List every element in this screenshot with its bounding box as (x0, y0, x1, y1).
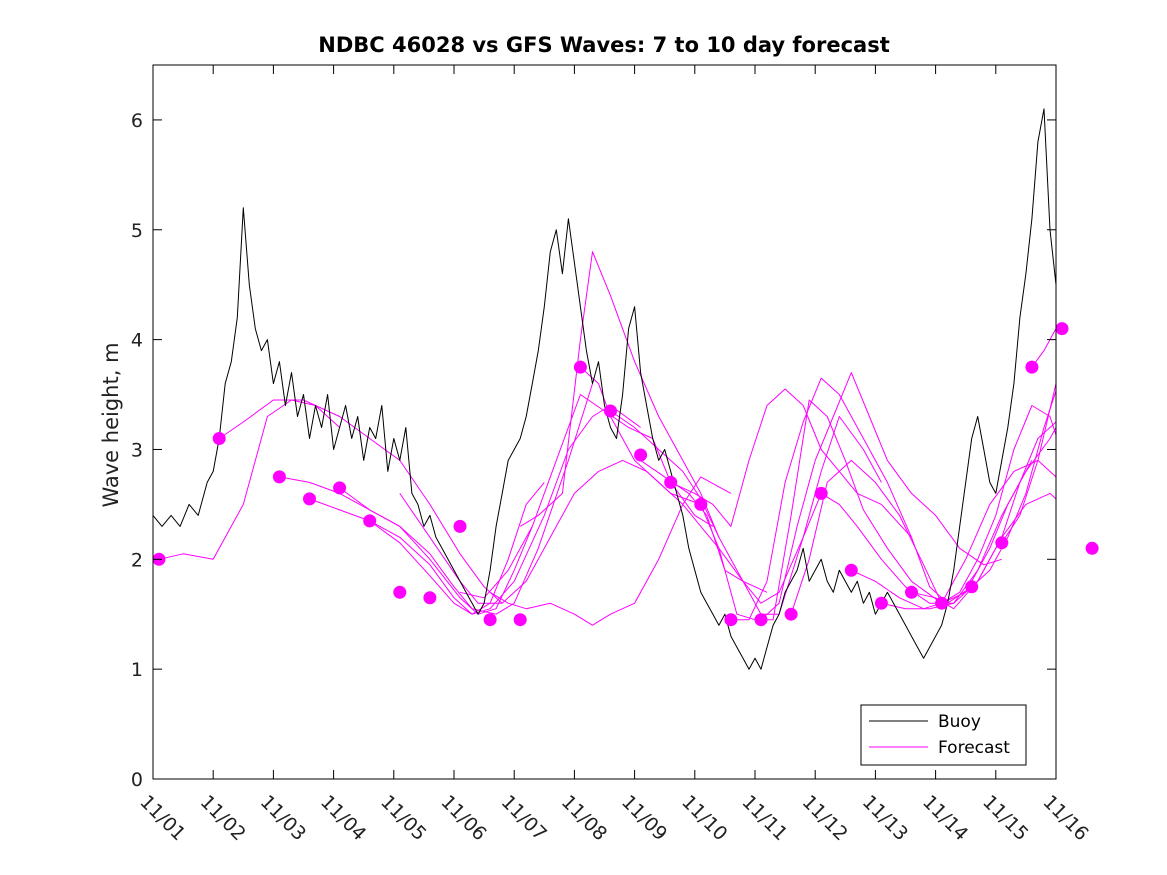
forecast-marker-3 (303, 492, 316, 506)
x-tick-label-10: 11/11 (737, 791, 791, 845)
y-axis-label: Wave height, m (99, 342, 123, 507)
forecast-series-line-5 (339, 383, 593, 615)
buoy-series-line (153, 108, 1056, 670)
legend-forecast-label: Forecast (938, 738, 1010, 758)
forecast-series-line-19 (820, 426, 1056, 604)
forecast-series-line-25 (1001, 381, 1056, 544)
axes-box (152, 64, 1057, 780)
forecast-series-line-20 (851, 459, 1056, 610)
forecast-marker-4 (333, 481, 347, 495)
x-tick-label-2: 11/03 (256, 791, 310, 845)
forecast-marker-18 (784, 607, 798, 621)
forecast-series-line-27 (1062, 329, 1077, 549)
x-tick-label-3: 11/04 (316, 791, 370, 845)
x-tick-label-13: 11/14 (918, 791, 972, 845)
plot-area (152, 108, 1099, 670)
y-tick-label-5: 5 (131, 220, 143, 242)
y-tick-label-4: 4 (131, 330, 143, 352)
forecast-marker-24 (965, 580, 979, 594)
forecast-marker-13 (634, 448, 648, 462)
forecast-series-line-17 (760, 372, 1002, 621)
forecast-marker-10 (513, 613, 527, 627)
forecast-marker-19 (814, 486, 828, 500)
x-tick-label-9: 11/10 (677, 791, 731, 845)
forecast-marker-8 (453, 519, 467, 533)
forecast-series-line-10 (519, 251, 720, 538)
y-tick-label-0: 0 (131, 769, 143, 791)
forecast-series-line-26 (1031, 328, 1056, 368)
forecast-series-line-13 (640, 416, 882, 604)
forecast-marker-12 (604, 404, 617, 418)
forecast-series-line-16 (730, 377, 972, 621)
forecast-marker-5 (363, 514, 377, 528)
forecast-series-line-22 (911, 421, 1056, 610)
forecast-marker-28 (1085, 541, 1099, 555)
x-tick-label-12: 11/13 (858, 791, 912, 845)
chart-title: NDBC 46028 vs GFS Waves: 7 to 10 day for… (318, 33, 889, 57)
forecast-series-line-23 (941, 405, 1056, 604)
legend-buoy-label: Buoy (938, 712, 981, 732)
forecast-marker-26 (1025, 360, 1039, 374)
forecast-series-line-1 (158, 399, 340, 560)
x-tick-label-1: 11/02 (196, 791, 250, 845)
forecast-marker-15 (694, 497, 708, 511)
x-tick-label-8: 11/09 (617, 791, 671, 845)
forecast-marker-1 (212, 432, 226, 445)
forecast-series-line-15 (700, 399, 942, 621)
x-tick-label-5: 11/06 (436, 791, 490, 845)
forecast-marker-7 (423, 591, 437, 605)
y-tick-label-6: 6 (131, 110, 143, 132)
forecast-series-line-9 (489, 476, 732, 626)
forecast-series-line-24 (971, 389, 1056, 588)
forecast-marker-20 (844, 563, 858, 577)
forecast-marker-16 (724, 613, 738, 627)
forecast-marker-17 (754, 613, 768, 627)
x-tick-label-4: 11/05 (376, 791, 430, 845)
forecast-series-line-2 (218, 399, 503, 604)
forecast-marker-23 (935, 596, 949, 610)
x-tick-label-11: 11/12 (798, 791, 852, 845)
forecast-marker-22 (905, 585, 918, 599)
forecast-marker-25 (995, 536, 1009, 550)
plot-content (153, 108, 1077, 670)
x-tick-label-7: 11/08 (557, 791, 611, 845)
y-tick-label-3: 3 (131, 439, 143, 461)
x-tick-label-15: 11/16 (1038, 791, 1092, 845)
forecast-series-line-7 (399, 459, 701, 604)
forecast-series-line-3 (279, 476, 533, 615)
forecast-marker-21 (874, 596, 888, 610)
forecast-marker-9 (483, 613, 497, 627)
legend-box (860, 704, 1027, 766)
forecast-marker-14 (664, 475, 678, 489)
y-tick-label-1: 1 (131, 659, 143, 681)
forecast-series-line-6 (369, 405, 641, 615)
forecast-marker-11 (573, 360, 587, 374)
x-tick-label-0: 11/01 (135, 791, 189, 845)
y-tick-label-2: 2 (131, 549, 143, 571)
x-tick-label-6: 11/07 (497, 791, 551, 845)
forecast-series-line-4 (309, 482, 545, 615)
forecast-series-line-11 (580, 366, 768, 593)
forecast-marker-27 (1055, 322, 1069, 336)
forecast-marker-6 (393, 585, 407, 599)
x-tick-label-14: 11/15 (978, 791, 1032, 845)
forecast-marker-2 (272, 470, 286, 484)
legend: Buoy Forecast (860, 704, 1027, 766)
